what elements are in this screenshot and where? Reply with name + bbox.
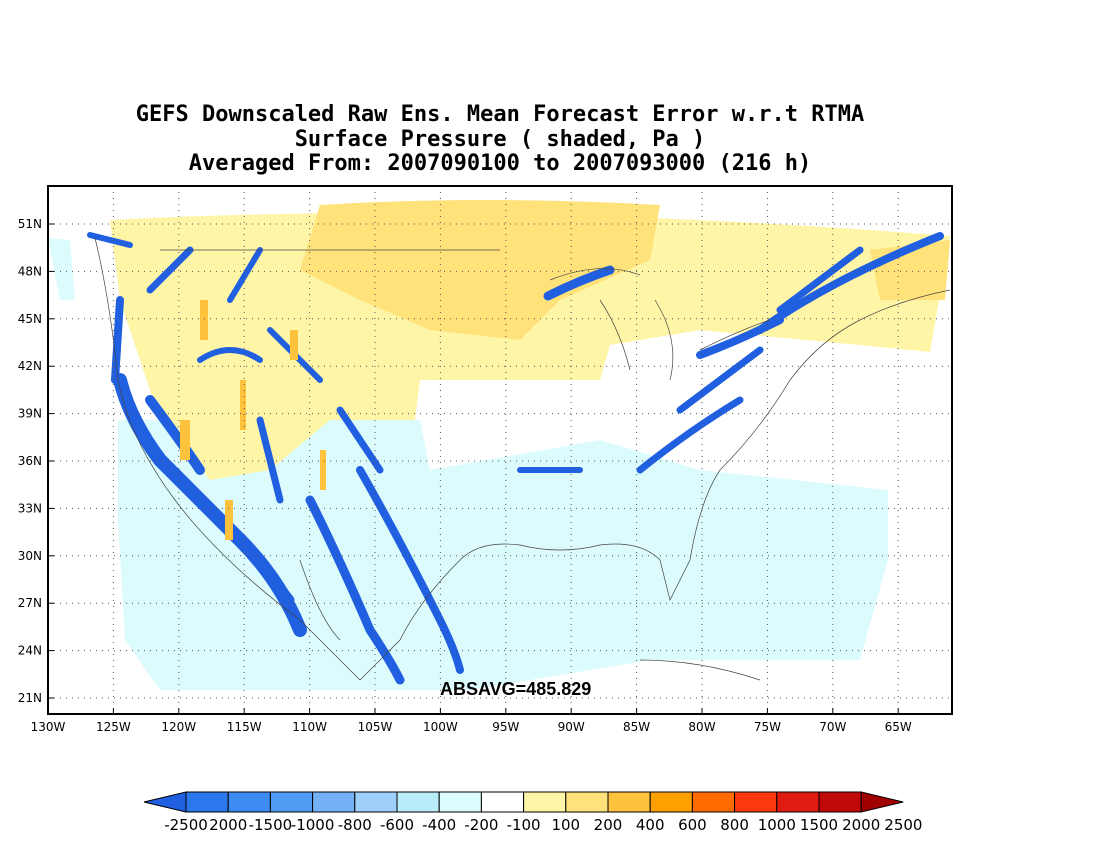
title-line-2: Surface Pressure ( shaded, Pa ) (294, 127, 706, 152)
lat-label: 21N (18, 691, 42, 705)
colorbar-label: 2000 (842, 816, 880, 834)
lon-label: 70W (819, 720, 846, 734)
coastlines (94, 237, 951, 681)
lat-axis: 51N 48N 45N 42N 39N 36N 33N 30N 27N 24N 21N (18, 217, 54, 705)
title-line-1: GEFS Downscaled Raw Ens. Mean Forecast E… (135, 102, 865, 127)
lat-label: 39N (18, 407, 42, 421)
positive-error-speckles (180, 300, 326, 540)
colorbar-swatch (354, 791, 398, 813)
lon-label: 75W (754, 720, 781, 734)
colorbar-label: 2500 (884, 816, 922, 834)
lat-label: 45N (18, 312, 42, 326)
colorbar-swatch (523, 791, 567, 813)
lat-label: 27N (18, 596, 42, 610)
colorbar-label: -100 (507, 816, 541, 834)
colorbar-label: 400 (636, 816, 665, 834)
lon-label: 90W (558, 720, 585, 734)
colorbar-label: -2500 (164, 816, 208, 834)
absavg-label: ABSAVG=485.829 (440, 679, 591, 699)
colorbar-label: 600 (678, 816, 707, 834)
shaded-field (48, 200, 950, 690)
colorbar-label: 1000 (758, 816, 796, 834)
lon-label: 105W (358, 720, 393, 734)
colorbar-swatch (185, 791, 229, 813)
colorbar-swatch (818, 791, 862, 813)
lon-label: 65W (885, 720, 912, 734)
negative-error-area-south (118, 420, 888, 690)
colorbar-swatch (649, 791, 693, 813)
colorbar-label: -600 (380, 816, 414, 834)
colorbar-label: 200 (594, 816, 623, 834)
colorbar-swatch (480, 791, 525, 813)
colorbar-swatch (776, 791, 820, 813)
lon-label: 85W (623, 720, 650, 734)
title-line-3: Averaged From: 2007090100 to 2007093000 … (188, 151, 812, 176)
colorbar-label: -800 (338, 816, 372, 834)
colorbar-swatch (312, 791, 356, 813)
colorbar-label: -400 (422, 816, 456, 834)
lon-label: 110W (292, 720, 327, 734)
negative-error-area-west (48, 238, 75, 300)
lon-label: 100W (423, 720, 458, 734)
colorbar-swatch (227, 791, 271, 813)
map-frame (47, 185, 953, 715)
colorbar-swatch (438, 791, 482, 813)
lon-label: 120W (161, 720, 196, 734)
colorbar-swatch (565, 791, 609, 813)
positive-error-area-core (300, 200, 660, 340)
lat-label: 30N (18, 549, 42, 563)
colorbar-swatch (396, 791, 440, 813)
colorbar-label: -200 (464, 816, 498, 834)
lat-label: 42N (18, 359, 42, 373)
colorbar-swatch (691, 791, 736, 813)
colorbar-label: 800 (720, 816, 749, 834)
lat-label: 24N (18, 644, 42, 658)
colorbar-swatch (269, 791, 314, 813)
lon-label: 130W (31, 720, 66, 734)
colorbar-label: -1000 (291, 816, 335, 834)
lon-label: 80W (688, 720, 715, 734)
colorbar: -2500 2000 -1500-1000 -800 -600 -400 -200 -100 1… (143, 791, 922, 834)
lon-axis: 130W 125W 120W 115W 110W 105W 100W 95W 90W 85W 80W… (31, 708, 912, 734)
lon-label: 125W (96, 720, 131, 734)
lat-label: 33N (18, 501, 42, 515)
lon-label: 115W (227, 720, 262, 734)
colorbar-min-arrow (143, 791, 187, 813)
colorbar-label: 1500 (800, 816, 838, 834)
lat-label: 51N (18, 217, 42, 231)
colorbar-max-arrow (860, 791, 904, 813)
colorbar-label: -1500 (249, 816, 293, 834)
colorbar-label: 2000 (209, 816, 247, 834)
grid (48, 186, 952, 714)
colorbar-swatch (607, 791, 651, 813)
lon-label: 95W (492, 720, 519, 734)
lat-label: 36N (18, 454, 42, 468)
colorbar-label: 100 (551, 816, 580, 834)
negative-error-bands (87, 232, 944, 685)
colorbar-swatch (734, 791, 778, 813)
lat-label: 48N (18, 264, 42, 278)
